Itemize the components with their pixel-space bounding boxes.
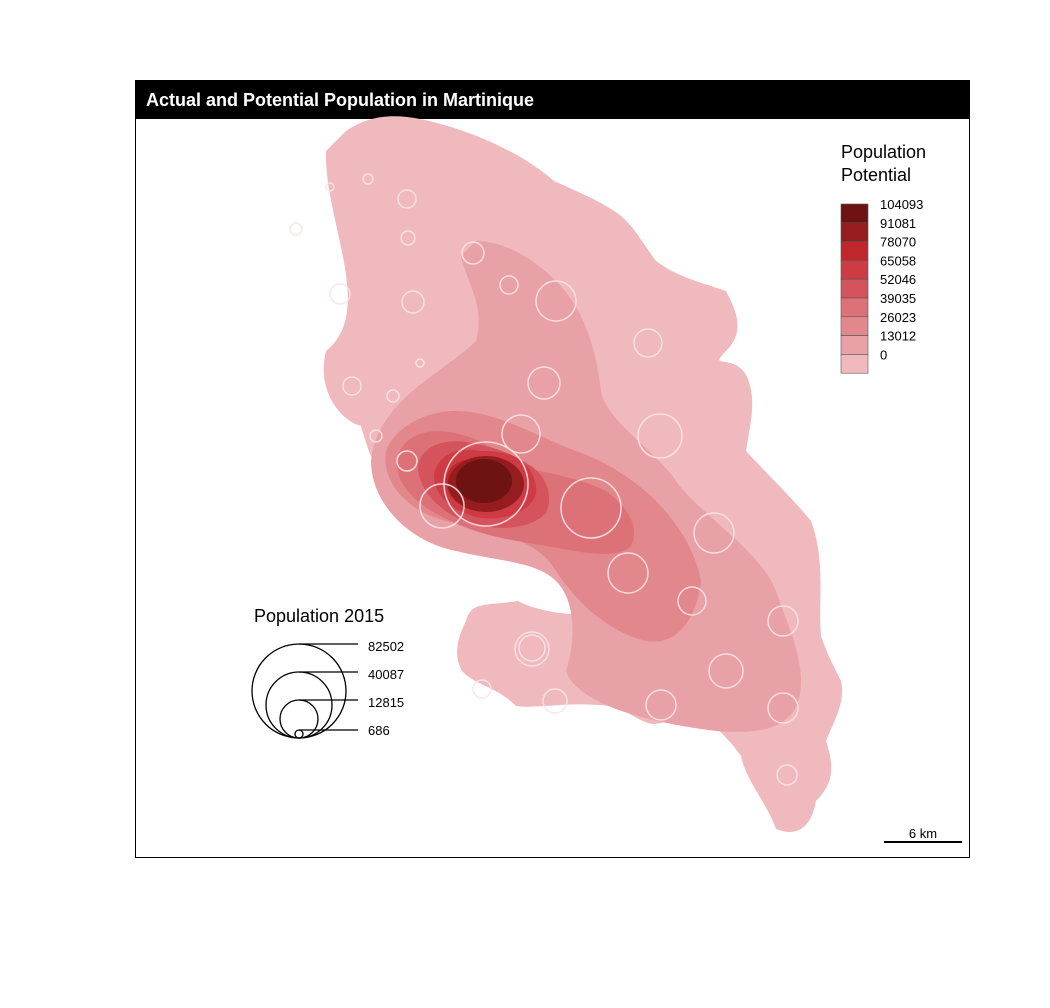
commune-circle xyxy=(607,552,649,594)
population-circles xyxy=(289,173,799,786)
legend-label-91081: 91081 xyxy=(880,216,916,231)
legend-label-13012: 13012 xyxy=(880,329,916,344)
legend-circle-12815 xyxy=(279,699,319,739)
population-legend: 82502 40087 12815 686 xyxy=(251,639,404,739)
legend-swatch-65058 xyxy=(840,260,869,280)
legend-label-39035: 39035 xyxy=(880,291,916,306)
legend-value-12815: 12815 xyxy=(368,695,404,710)
legend-swatch-26023 xyxy=(840,316,869,336)
commune-circle xyxy=(386,389,400,403)
potential-zone-104093 xyxy=(456,459,512,503)
legend-value-686: 686 xyxy=(368,723,390,738)
legend-swatch-39035 xyxy=(840,297,869,318)
legend-label-104093: 104093 xyxy=(880,197,923,212)
legend-circle-82502 xyxy=(251,643,347,739)
commune-circle xyxy=(415,358,425,368)
commune-circle xyxy=(501,414,541,454)
scale-bar-label: 6 km xyxy=(909,826,937,841)
commune-circle xyxy=(400,230,416,246)
commune-circle xyxy=(325,182,335,192)
population-legend-title: Population 2015 xyxy=(254,606,385,626)
title-bar: Actual and Potential Population in Marti… xyxy=(136,81,969,119)
commune-circle xyxy=(708,653,744,689)
commune-circle xyxy=(443,441,529,527)
commune-circle xyxy=(397,189,417,209)
legend-label-0: 0 xyxy=(880,347,887,362)
commune-circle xyxy=(396,450,418,472)
commune-circle xyxy=(289,222,303,236)
commune-circle xyxy=(342,376,362,396)
legend-swatch-0 xyxy=(840,354,869,374)
map-frame: Actual and Potential Population in Marti… xyxy=(135,80,970,858)
legend-value-82502: 82502 xyxy=(368,639,404,654)
legend-swatch-13012 xyxy=(840,335,869,355)
commune-circle xyxy=(693,512,735,554)
legend-label-52046: 52046 xyxy=(880,272,916,287)
legend-circle-686 xyxy=(294,729,304,739)
commune-circle xyxy=(499,275,519,295)
scale-bar: 6 km xyxy=(884,826,962,843)
legend-value-40087: 40087 xyxy=(368,667,404,682)
potential-legend: 104093 91081 78070 65058 52046 39035 26023 1301… xyxy=(840,197,923,374)
commune-circle xyxy=(518,634,546,662)
commune-circle xyxy=(472,679,492,699)
commune-circle xyxy=(461,241,485,265)
commune-circle xyxy=(776,764,798,786)
legend-circle-40087 xyxy=(265,671,333,739)
commune-circle xyxy=(767,605,799,637)
commune-circle xyxy=(542,688,568,714)
commune-circle xyxy=(645,689,677,721)
legend-label-78070: 78070 xyxy=(880,235,916,250)
commune-circle xyxy=(637,413,683,459)
potential-legend-title-line2: Potential xyxy=(841,165,912,185)
commune-circle xyxy=(329,283,351,305)
commune-circle xyxy=(514,631,550,667)
legend-swatch-78070 xyxy=(840,241,869,261)
commune-circle xyxy=(419,483,465,529)
legend-label-65058: 65058 xyxy=(880,253,916,268)
commune-circle xyxy=(633,328,663,358)
legend-swatch-52046 xyxy=(840,278,869,299)
commune-circle xyxy=(767,692,799,724)
commune-circle xyxy=(401,290,425,314)
legend-label-26023: 26023 xyxy=(880,310,916,325)
potential-legend-title-line1: Population xyxy=(841,142,927,162)
map-canvas: 104093 91081 78070 65058 52046 39035 26023 1301… xyxy=(251,116,962,843)
commune-circle xyxy=(677,586,707,616)
legend-swatch-104093 xyxy=(840,203,869,224)
commune-circle xyxy=(369,429,383,443)
commune-circle xyxy=(560,477,622,539)
commune-circle xyxy=(527,366,561,400)
map-title: Actual and Potential Population in Marti… xyxy=(146,90,535,110)
commune-circle xyxy=(362,173,374,185)
legend-swatch-91081 xyxy=(840,222,869,242)
commune-circle xyxy=(535,280,577,322)
